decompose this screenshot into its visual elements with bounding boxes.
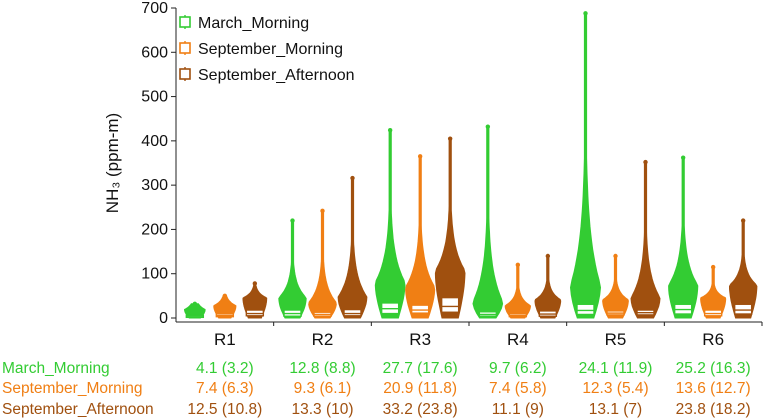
legend-swatch [179,42,191,54]
violin-max-point [222,293,228,299]
violin-March_Morning-R1 [184,303,206,319]
y-tick-label: 100 [141,266,168,283]
violin-September_Afternoon-R5 [630,161,661,319]
violin-layer [184,11,758,319]
violin-March_Morning-R6 [668,157,699,319]
violin-September_Afternoon-R6 [729,220,758,319]
violin-September_Morning-R4 [504,264,532,319]
stats-cell: 4.1 (3.2) [196,360,254,377]
stats-cell: 13.3 (10) [291,401,353,418]
legend: March_Morning September_Morning September_… [179,15,355,84]
stats-table: March_Morning 4.1 (3.2) 12.8 (8.8) 27.7 (17… [2,360,751,418]
stats-row-label: September_Morning [2,380,142,397]
y-axis-label: NH₃ (ppm-m) [103,113,122,213]
violin-March_Morning-R4 [472,126,504,319]
stats-cell: 12.5 (10.8) [187,401,262,418]
y-tick-label: 200 [141,221,168,238]
violin-September_Morning-R5 [602,255,629,319]
stats-cell: 24.1 (11.9) [579,360,653,377]
violin-September_Afternoon-R4 [534,255,562,319]
violin-max-point [417,154,423,159]
box-September_Afternoon-R3 [440,296,460,313]
stats-cell: 33.2 (23.8) [383,401,458,418]
violin-September_Morning-R3 [405,155,436,319]
violin-September_Afternoon-R3 [434,138,466,319]
violin-max-point [613,253,618,259]
stats-cell: 12.3 (5.4) [582,380,648,397]
violin-March_Morning-R2 [278,220,307,319]
legend-label: September_Morning [198,41,343,58]
legend-label: September_Afternoon [198,67,355,84]
legend-label: March_Morning [198,15,309,32]
violin-max-point [447,136,453,141]
stats-cell: 9.7 (6.2) [489,360,547,377]
violin-max-point [710,264,716,270]
stats-cell: 12.8 (8.8) [289,360,355,377]
x-tick-label: R2 [312,330,334,349]
axis-layer: 0 100 200 300 400 500 600 700 NH₃ (ppm-m) R1 R2 R3 R… [103,0,763,349]
violin-max-point [320,208,325,214]
stats-cell: 11.1 (9) [492,401,544,418]
y-tick-label: 400 [141,133,168,150]
x-tick-label: R3 [409,330,431,349]
x-tick-label: R6 [702,330,724,349]
violin-max-point [485,124,491,129]
legend-swatch [179,16,191,28]
violin-max-point [643,159,648,165]
box-March_Morning-R5 [576,303,595,316]
violin-September_Morning-R2 [308,210,337,319]
x-tick-label: R4 [507,330,529,349]
violin-max-point [545,253,551,259]
violin-September_Afternoon-R2 [337,177,368,319]
violin-max-point [252,281,258,286]
violin-max-point [740,218,746,223]
stats-row-label: March_Morning [2,360,110,377]
box-September_Afternoon-R2 [343,308,362,317]
stats-cell: 13.1 (7) [589,401,642,418]
violin-max-point [387,128,393,133]
stats-cell: 20.9 (11.8) [383,380,457,397]
violin-max-point [192,301,198,307]
stats-cell: 7.4 (6.3) [196,380,254,397]
box-September_Afternoon-R6 [733,303,753,315]
box-layer [185,296,753,319]
stats-cell: 25.2 (16.3) [676,360,751,377]
x-tick-label: R5 [605,330,627,349]
violin-max-point [583,11,588,16]
legend-swatch [179,68,191,80]
y-tick-label: 300 [141,177,168,194]
y-tick-label: 500 [141,89,168,106]
x-tick-label: R1 [214,330,236,349]
y-tick-label: 0 [159,310,168,327]
stats-cell: 9.3 (6.1) [294,380,352,397]
stats-cell: 27.7 (17.6) [383,360,458,377]
stats-cell: 7.4 (5.8) [489,380,547,397]
violin-max-point [680,155,686,160]
stats-cell: 23.8 (18.2) [676,401,751,418]
violin-max-point [350,175,355,181]
violin-max-point [515,262,521,268]
violin-March_Morning-R3 [374,129,406,319]
box-September_Morning-R3 [410,304,430,314]
stats-row-label: September_Afternoon [2,401,154,418]
violin-max-point [290,218,295,223]
y-tick-label: 600 [141,44,168,61]
violin-March_Morning-R5 [569,12,602,319]
y-tick-label: 700 [141,0,168,17]
stats-cell: 13.6 (12.7) [676,380,751,397]
